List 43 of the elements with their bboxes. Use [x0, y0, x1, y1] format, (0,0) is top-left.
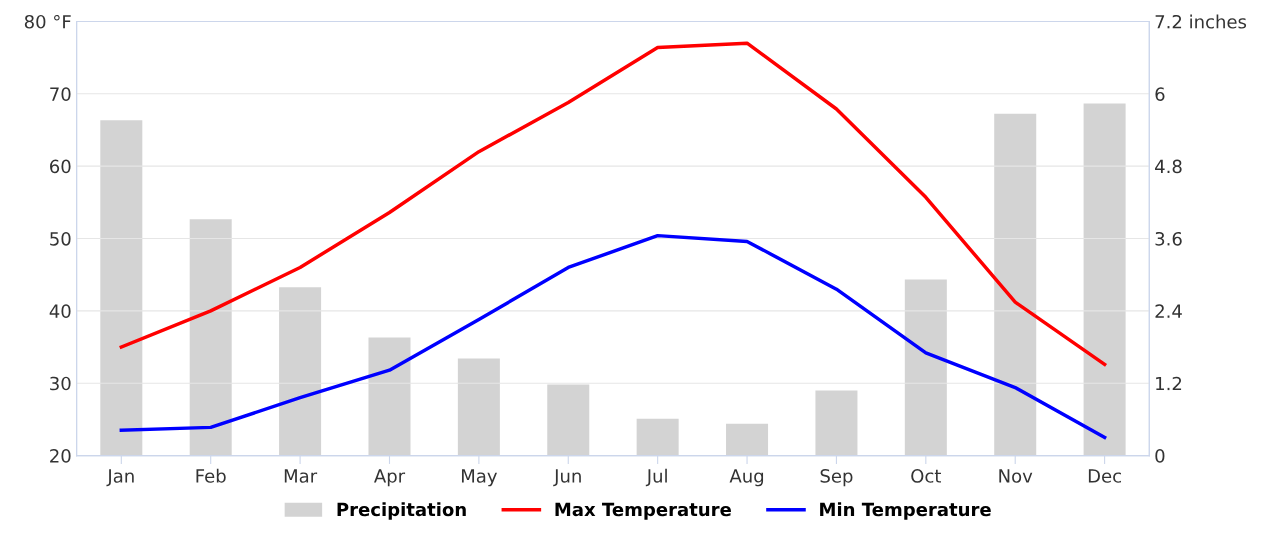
- bar: [994, 113, 1037, 456]
- bar: [457, 358, 500, 456]
- x-tick-label: Apr: [374, 469, 406, 487]
- bar: [1083, 103, 1126, 456]
- bar: [189, 219, 232, 456]
- x-tick-label: Jan: [106, 469, 134, 487]
- y-tick-label: 60: [50, 159, 71, 174]
- y-tick-label: 50: [50, 231, 71, 246]
- bar: [636, 418, 679, 456]
- bar: [547, 384, 590, 456]
- line-series: [119, 41, 1107, 367]
- y2-tick-label: 0: [1155, 449, 1165, 463]
- x-tick-label: Nov: [999, 469, 1033, 483]
- x-tick-label: May: [461, 469, 497, 487]
- legend-label: Min Temperature: [820, 502, 991, 520]
- x-tick-label: Oct: [911, 469, 941, 483]
- bar: [726, 423, 769, 456]
- line-series: [119, 233, 1107, 440]
- x-tick-label: Jul: [645, 468, 667, 487]
- y-tick-label: 20: [50, 449, 71, 463]
- x-tick-label: Jun: [553, 469, 581, 487]
- y-tick-label: 30: [50, 376, 71, 391]
- y2-tick-label: 4.8: [1155, 159, 1182, 174]
- bar: [368, 337, 411, 456]
- y2-tick-label: 6: [1155, 87, 1165, 101]
- x-tick-label: Sep: [820, 469, 853, 487]
- x-tick-label: Mar: [284, 469, 318, 483]
- x-tick-label: Feb: [196, 468, 226, 483]
- bar: [279, 287, 322, 456]
- legend-label: Precipitation: [337, 502, 466, 520]
- y-tick-label: 80 °F: [24, 14, 71, 29]
- y-tick-label: 70: [50, 87, 71, 101]
- y-tick-label: 40: [49, 304, 71, 318]
- x-tick-label: Aug: [729, 469, 764, 487]
- x-tick-label: Dec: [1088, 469, 1121, 483]
- legend-label: Max Temperature: [555, 502, 731, 520]
- y2-tick-label: 2.4: [1155, 304, 1182, 318]
- bar: [100, 120, 143, 456]
- y2-tick-label: 1.2: [1156, 376, 1182, 391]
- y2-tick-label: 7.2 inches: [1155, 14, 1247, 29]
- bar: [815, 390, 858, 456]
- y2-tick-label: 3.6: [1155, 231, 1182, 246]
- bar: [904, 279, 947, 456]
